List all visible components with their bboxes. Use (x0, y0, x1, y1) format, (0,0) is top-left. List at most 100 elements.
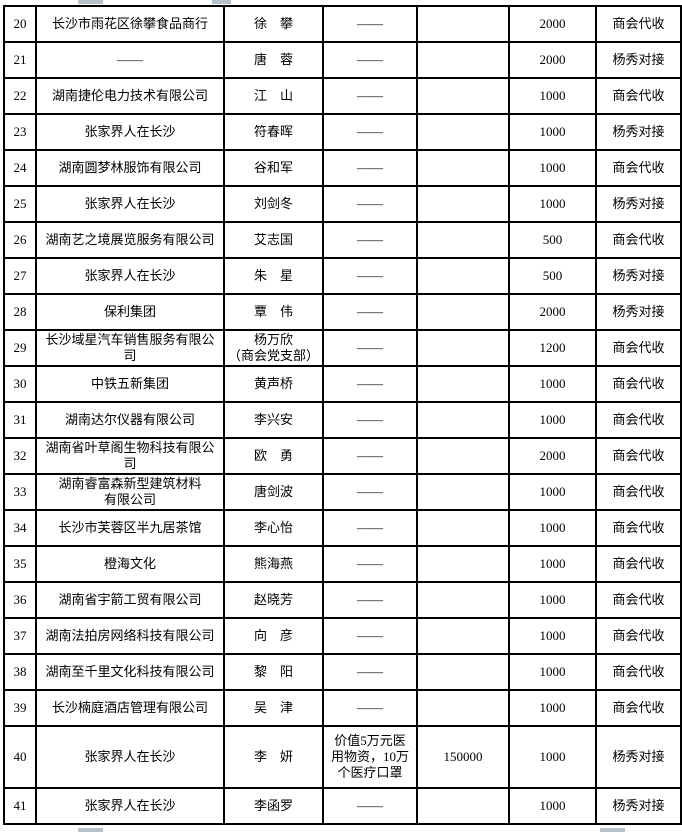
cell-material-value[interactable] (416, 329, 510, 367)
cell-row-number[interactable]: 20 (3, 5, 37, 43)
cell-person-name[interactable]: 黎 阳 (223, 653, 324, 691)
cell-collection-method[interactable]: 商会代收 (595, 365, 682, 403)
cell-material-value[interactable] (416, 509, 510, 547)
cell-amount[interactable]: 1000 (508, 653, 597, 691)
cell-amount[interactable]: 1000 (508, 473, 597, 511)
cell-person-name[interactable]: 向 彦 (223, 617, 324, 655)
cell-person-name[interactable]: 刘剑冬 (223, 185, 324, 223)
cell-person-name[interactable]: 唐剑波 (223, 473, 324, 511)
cell-row-number[interactable]: 24 (3, 149, 37, 187)
cell-company-name[interactable]: 张家界人在长沙 (35, 113, 225, 151)
cell-row-number[interactable]: 21 (3, 41, 37, 79)
cell-company-name[interactable]: 湖南睿富森新型建筑材料 有限公司 (35, 473, 225, 511)
cell-person-name[interactable]: 杨万欣 （商会党支部） (223, 329, 324, 367)
cell-material-value[interactable] (416, 293, 510, 331)
cell-company-name[interactable]: 湖南省叶草阁生物科技有限公 司 (35, 437, 225, 475)
cell-collection-method[interactable]: 商会代收 (595, 401, 682, 439)
cell-person-name[interactable]: 朱 星 (223, 257, 324, 295)
cell-material-value[interactable] (416, 365, 510, 403)
cell-collection-method[interactable]: 杨秀对接 (595, 185, 682, 223)
cell-collection-method[interactable]: 商会代收 (595, 221, 682, 259)
cell-material-donation[interactable]: —— (322, 41, 418, 79)
cell-material-value[interactable] (416, 221, 510, 259)
cell-material-value[interactable]: 150000 (416, 725, 510, 789)
cell-person-name[interactable]: 符春晖 (223, 113, 324, 151)
cell-material-value[interactable] (416, 437, 510, 475)
cell-amount[interactable]: 500 (508, 221, 597, 259)
cell-amount[interactable]: 1000 (508, 401, 597, 439)
cell-company-name[interactable]: 橙海文化 (35, 545, 225, 583)
cell-row-number[interactable]: 40 (3, 725, 37, 789)
cell-material-donation[interactable]: —— (322, 5, 418, 43)
cell-material-donation[interactable]: —— (322, 653, 418, 691)
cell-material-value[interactable] (416, 473, 510, 511)
cell-row-number[interactable]: 23 (3, 113, 37, 151)
cell-amount[interactable]: 2000 (508, 41, 597, 79)
cell-material-donation[interactable]: —— (322, 689, 418, 727)
cell-material-value[interactable] (416, 149, 510, 187)
cell-row-number[interactable]: 39 (3, 689, 37, 727)
cell-company-name[interactable]: 中铁五新集团 (35, 365, 225, 403)
cell-collection-method[interactable]: 商会代收 (595, 581, 682, 619)
cell-company-name[interactable]: 张家界人在长沙 (35, 257, 225, 295)
cell-material-value[interactable] (416, 653, 510, 691)
cell-row-number[interactable]: 32 (3, 437, 37, 475)
cell-person-name[interactable]: 吴 津 (223, 689, 324, 727)
cell-amount[interactable]: 1000 (508, 617, 597, 655)
cell-material-value[interactable] (416, 689, 510, 727)
cell-company-name[interactable]: 保利集团 (35, 293, 225, 331)
cell-row-number[interactable]: 30 (3, 365, 37, 403)
cell-amount[interactable]: 1000 (508, 581, 597, 619)
cell-company-name[interactable]: 长沙域星汽车销售服务有限公 司 (35, 329, 225, 367)
cell-collection-method[interactable]: 商会代收 (595, 5, 682, 43)
cell-collection-method[interactable]: 商会代收 (595, 545, 682, 583)
cell-person-name[interactable]: 赵晓芳 (223, 581, 324, 619)
cell-collection-method[interactable]: 杨秀对接 (595, 787, 682, 825)
cell-material-donation[interactable]: —— (322, 473, 418, 511)
cell-material-value[interactable] (416, 257, 510, 295)
cell-collection-method[interactable]: 杨秀对接 (595, 41, 682, 79)
cell-material-value[interactable] (416, 185, 510, 223)
cell-amount[interactable]: 1000 (508, 113, 597, 151)
cell-collection-method[interactable]: 杨秀对接 (595, 113, 682, 151)
cell-amount[interactable]: 1000 (508, 509, 597, 547)
cell-person-name[interactable]: 李兴安 (223, 401, 324, 439)
cell-collection-method[interactable]: 杨秀对接 (595, 257, 682, 295)
cell-material-donation[interactable]: —— (322, 77, 418, 115)
cell-material-donation[interactable]: 价值5万元医 用物资，10万 个医疗口罩 (322, 725, 418, 789)
cell-collection-method[interactable]: 商会代收 (595, 653, 682, 691)
cell-person-name[interactable]: 李 妍 (223, 725, 324, 789)
cell-amount[interactable]: 1200 (508, 329, 597, 367)
cell-row-number[interactable]: 22 (3, 77, 37, 115)
cell-company-name[interactable]: 长沙楠庭酒店管理有限公司 (35, 689, 225, 727)
cell-company-name[interactable]: 湖南至千里文化科技有限公司 (35, 653, 225, 691)
cell-amount[interactable]: 1000 (508, 365, 597, 403)
cell-row-number[interactable]: 41 (3, 787, 37, 825)
cell-person-name[interactable]: 覃 伟 (223, 293, 324, 331)
cell-material-value[interactable] (416, 401, 510, 439)
cell-row-number[interactable]: 26 (3, 221, 37, 259)
cell-material-value[interactable] (416, 545, 510, 583)
cell-material-donation[interactable]: —— (322, 113, 418, 151)
cell-material-donation[interactable]: —— (322, 185, 418, 223)
cell-company-name[interactable]: 长沙市芙蓉区半九居茶馆 (35, 509, 225, 547)
cell-person-name[interactable]: 熊海燕 (223, 545, 324, 583)
cell-material-donation[interactable]: —— (322, 293, 418, 331)
cell-amount[interactable]: 1000 (508, 185, 597, 223)
cell-material-donation[interactable]: —— (322, 437, 418, 475)
cell-collection-method[interactable]: 杨秀对接 (595, 293, 682, 331)
cell-person-name[interactable]: 谷和军 (223, 149, 324, 187)
cell-person-name[interactable]: 黄声桥 (223, 365, 324, 403)
cell-material-value[interactable] (416, 787, 510, 825)
cell-row-number[interactable]: 27 (3, 257, 37, 295)
cell-company-name[interactable]: 湖南达尔仪器有限公司 (35, 401, 225, 439)
cell-collection-method[interactable]: 商会代收 (595, 509, 682, 547)
cell-amount[interactable]: 1000 (508, 787, 597, 825)
cell-row-number[interactable]: 36 (3, 581, 37, 619)
cell-company-name[interactable]: —— (35, 41, 225, 79)
cell-company-name[interactable]: 湖南艺之境展览服务有限公司 (35, 221, 225, 259)
cell-collection-method[interactable]: 商会代收 (595, 77, 682, 115)
cell-collection-method[interactable]: 商会代收 (595, 617, 682, 655)
cell-collection-method[interactable]: 商会代收 (595, 473, 682, 511)
cell-row-number[interactable]: 31 (3, 401, 37, 439)
